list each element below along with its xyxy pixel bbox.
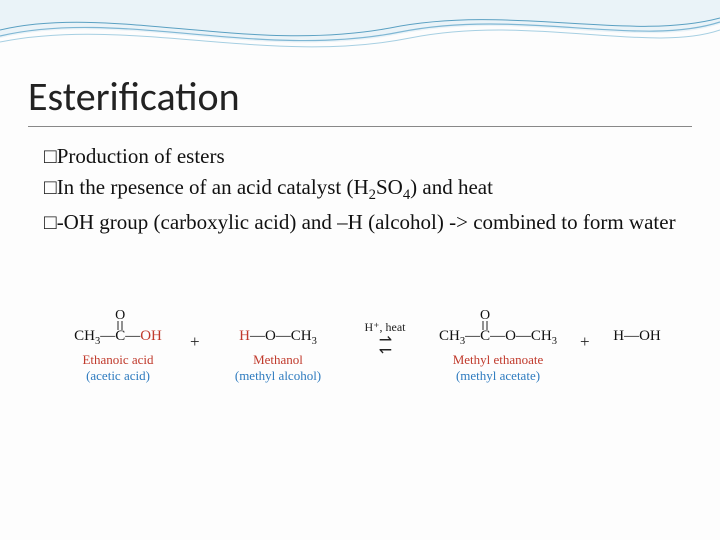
molecule-formula: H—O—CH3 — [218, 328, 338, 348]
equilibrium-arrow-icon: ⇀↽ — [350, 336, 420, 355]
bullet-marker: □ — [44, 176, 57, 199]
bullet-item: □Production of esters — [44, 142, 684, 171]
reaction-scheme: CH3—OC—OH Ethanoic acid(acetic acid) + H… — [40, 310, 680, 430]
molecule-name: Methanol(methyl alcohol) — [218, 352, 338, 384]
bullet-text: -OH group (carboxylic acid) and –H (alco… — [57, 210, 676, 234]
molecule-formula: CH3—OC—OH — [58, 310, 178, 348]
bullet-item: □-OH group (carboxylic acid) and –H (alc… — [44, 208, 684, 237]
molecule-formula: H—OH — [602, 328, 672, 345]
bullet-list: □Production of esters □In the rpesence o… — [44, 142, 684, 240]
molecule-methyl-ethanoate: CH3—OC—O—CH3 Methyl ethanoate(methyl ace… — [428, 310, 568, 384]
bullet-marker: □ — [44, 211, 57, 234]
molecule-formula: CH3—OC—O—CH3 — [428, 310, 568, 348]
bullet-marker: □ — [44, 145, 57, 168]
slide-title: Esterification — [28, 72, 240, 121]
bullet-text: Production of esters — [57, 144, 225, 168]
molecule-methanol: H—O—CH3 Methanol(methyl alcohol) — [218, 328, 338, 384]
bullet-item: □In the rpesence of an acid catalyst (H2… — [44, 173, 684, 206]
bullet-text: In the rpesence of an acid catalyst (H2S… — [57, 175, 493, 199]
molecule-name: Ethanoic acid(acetic acid) — [58, 352, 178, 384]
molecule-name: Methyl ethanoate(methyl acetate) — [428, 352, 568, 384]
title-underline — [28, 126, 692, 127]
header-wave-decoration — [0, 0, 720, 70]
molecule-water: H—OH — [602, 328, 672, 345]
plus-sign: + — [190, 332, 200, 352]
reaction-arrow: H⁺, heat ⇀↽ — [350, 320, 420, 355]
molecule-ethanoic-acid: CH3—OC—OH Ethanoic acid(acetic acid) — [58, 310, 178, 384]
plus-sign: + — [580, 332, 590, 352]
